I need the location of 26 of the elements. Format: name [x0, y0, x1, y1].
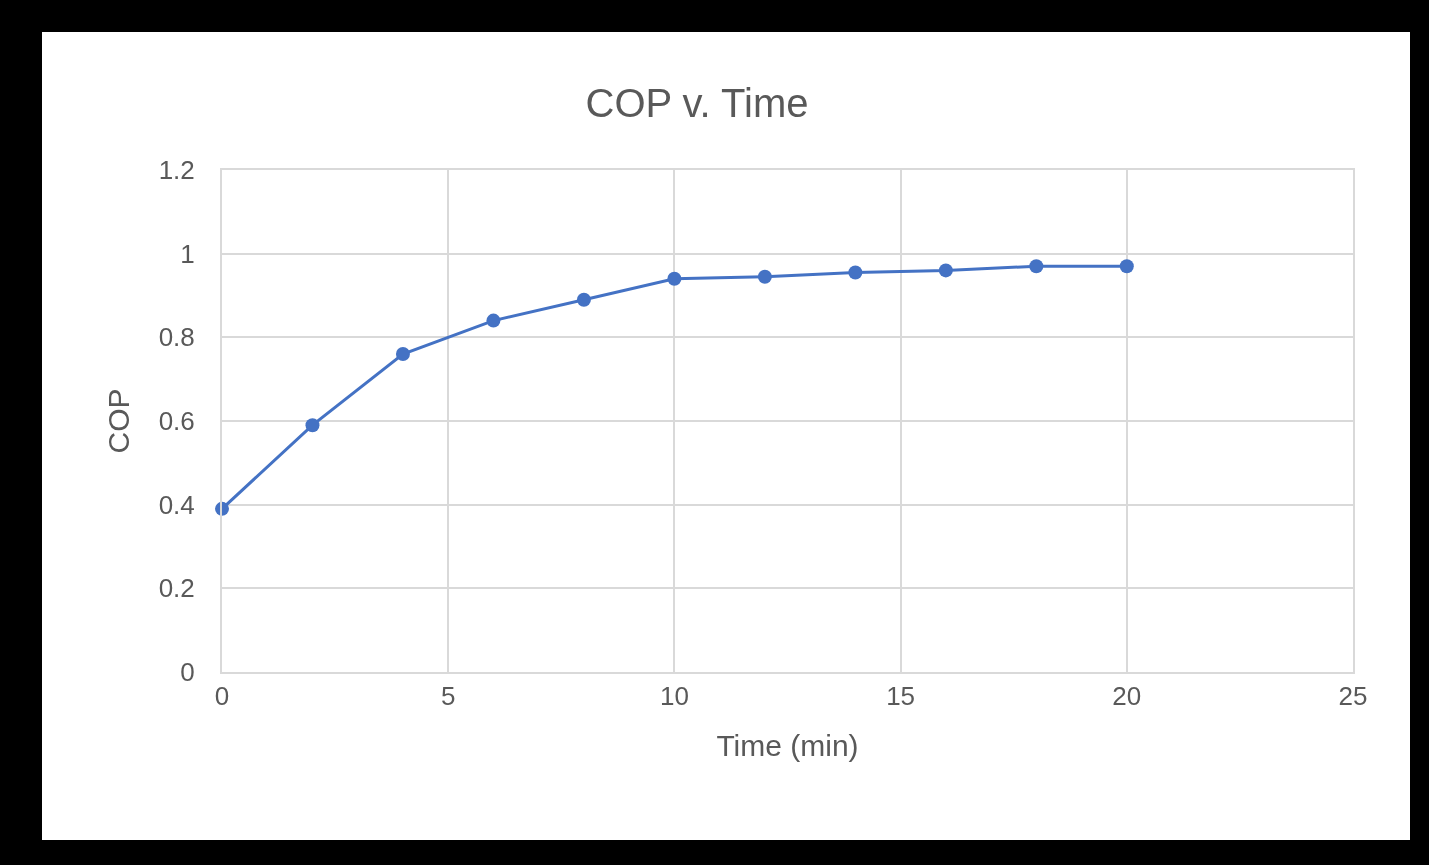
y-tick-label: 0	[180, 657, 195, 688]
chart-title: COP v. Time	[585, 80, 809, 125]
point	[938, 263, 953, 278]
x-tick-label: 10	[659, 681, 689, 712]
x-tick-label: 25	[1338, 681, 1368, 712]
y-tick-label: 0.8	[158, 322, 195, 353]
point	[305, 418, 320, 433]
y-tick-label: 0.2	[158, 573, 195, 604]
point	[848, 265, 863, 280]
y-axis-title: COP	[102, 388, 136, 454]
point	[486, 313, 501, 328]
x-tick-label: 15	[886, 681, 916, 712]
y-tick-label: 0.6	[158, 406, 195, 437]
point	[576, 292, 591, 307]
point	[1119, 259, 1134, 274]
y-tick-label: 0.4	[158, 489, 195, 520]
y-tick-label: 1.2	[158, 155, 195, 186]
x-tick-label: 20	[1112, 681, 1142, 712]
point	[395, 347, 410, 362]
point	[1029, 259, 1044, 274]
y-tick-label: 1	[180, 238, 195, 269]
x-tick-label: 5	[440, 681, 456, 712]
point	[667, 271, 682, 286]
x-axis-title: Time (min)	[716, 729, 859, 763]
x-tick-label: 0	[214, 681, 230, 712]
point	[757, 269, 772, 284]
